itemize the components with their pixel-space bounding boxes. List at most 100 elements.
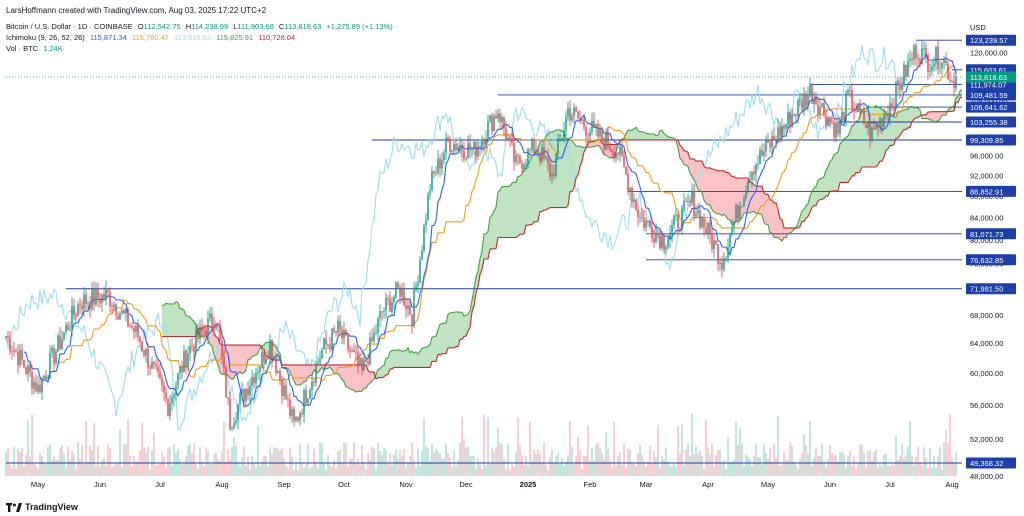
symbol-name[interactable]: Bitcoin / U.S. Dollar · 1D · COINBASE: [6, 22, 133, 31]
candle-body: [125, 309, 127, 314]
candle-body: [765, 140, 767, 152]
candle-body: [563, 130, 565, 139]
candle-body: [463, 150, 465, 159]
cloud-segment: [250, 345, 252, 360]
volume-bar: [513, 466, 515, 476]
candle-body: [501, 116, 503, 123]
candle-body: [673, 215, 675, 225]
volume-bar: [255, 468, 257, 476]
volume-bar: [79, 458, 81, 476]
candle-body: [943, 59, 945, 63]
volume-bar: [891, 464, 893, 476]
candle-body: [473, 141, 475, 149]
ichimoku-kijun-value: 115,780.47: [131, 33, 169, 42]
volume-bar: [829, 445, 831, 476]
candle-body: [161, 378, 163, 386]
volume-bar: [415, 468, 417, 476]
candle-body: [409, 305, 411, 315]
volume-bar: [505, 469, 507, 476]
candle-body: [243, 389, 245, 402]
volume-bar: [293, 469, 295, 476]
volume-bar: [317, 468, 319, 476]
candle-body: [509, 137, 511, 139]
cloud-segment: [726, 172, 728, 220]
candle-body: [19, 350, 21, 366]
cloud-segment: [364, 364, 366, 389]
price-tag-label: 113,818.63: [970, 73, 1007, 82]
candle-body: [397, 282, 399, 288]
candle-body: [17, 352, 19, 366]
candle-body: [611, 150, 613, 153]
cloud-segment: [354, 364, 356, 393]
cloud-segment: [526, 163, 528, 226]
volume-bar: [633, 463, 635, 476]
candle-body: [459, 145, 461, 148]
candle-body: [333, 328, 335, 332]
candle-body: [239, 393, 241, 405]
volume-bar: [941, 469, 943, 476]
volume-bar: [281, 448, 283, 476]
volume-label[interactable]: Vol · BTC: [6, 44, 39, 53]
candle-body: [687, 200, 689, 202]
volume-bar: [681, 423, 683, 476]
cloud-segment: [248, 345, 250, 360]
cloud-segment: [710, 167, 712, 210]
cloud-segment: [504, 186, 506, 238]
cloud-segment: [186, 315, 188, 337]
cloud-segment: [656, 135, 658, 140]
cloud-segment: [174, 301, 176, 337]
volume-bar: [841, 451, 843, 476]
price-axis[interactable]: USD 48,000.00 52,000.00 56,000.00 60,000.00 6…: [962, 0, 1024, 516]
cloud-segment: [170, 303, 172, 337]
cloud-segment: [856, 121, 858, 173]
volume-bar: [631, 461, 633, 476]
level-tag-label: 103,255.38: [970, 118, 1008, 127]
volume-bar: [755, 443, 757, 476]
volume-bar: [33, 463, 35, 476]
candle-body: [887, 113, 889, 117]
candle-body: [291, 409, 293, 416]
cloud-segment: [960, 89, 962, 99]
volume-bar: [327, 454, 329, 476]
volume-bar: [691, 413, 693, 476]
volume-bar: [219, 461, 221, 476]
volume-bar: [583, 456, 585, 476]
cloud-segment: [178, 302, 180, 337]
tradingview-logo[interactable]: TradingView: [6, 502, 78, 512]
candle-body: [465, 158, 467, 160]
volume-bar: [955, 452, 957, 476]
candle-body: [585, 126, 587, 136]
volume-bar: [147, 446, 149, 476]
candle-body: [61, 339, 63, 349]
cloud-segment: [396, 349, 398, 368]
candle-body: [755, 164, 757, 175]
candle-body: [525, 164, 527, 166]
volume-bar: [519, 445, 521, 476]
candle-body: [555, 154, 557, 176]
volume-bar: [307, 443, 309, 476]
candle-body: [591, 121, 593, 133]
volume-bar: [113, 465, 115, 476]
cloud-segment: [400, 350, 402, 368]
candle-body: [839, 120, 841, 134]
candle-body: [721, 262, 723, 270]
candle-body: [163, 385, 165, 393]
candle-body: [383, 310, 385, 312]
volume-bar: [679, 453, 681, 476]
candle-body: [713, 240, 715, 250]
cloud-segment: [846, 135, 848, 183]
candle-body: [69, 328, 71, 331]
level-tag-label: 88,852.91: [970, 187, 1003, 196]
candle-body: [833, 122, 835, 138]
ichimoku-label[interactable]: Ichimoku (9, 26, 52, 26): [6, 33, 85, 42]
candle-body: [507, 137, 509, 141]
time-axis[interactable]: May Jun Jul Aug Sep Oct Nov Dec 2025 Feb Mar Apr May…: [31, 480, 959, 489]
volume-bar: [917, 446, 919, 476]
candle-body: [541, 147, 543, 162]
volume-value: 1.24K: [43, 44, 63, 53]
volume-bar: [601, 452, 603, 476]
candle-body: [105, 289, 107, 299]
cloud-segment: [366, 365, 368, 389]
candle-body: [235, 420, 237, 424]
